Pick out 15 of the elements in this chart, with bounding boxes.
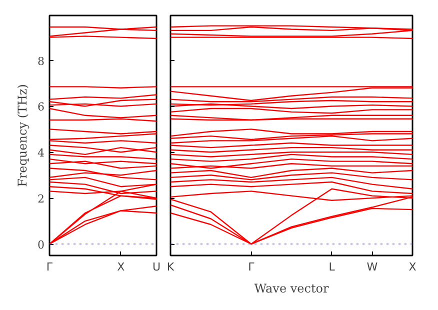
x-tick-label: Γ [46, 260, 54, 274]
x-tick-label: W [366, 260, 378, 274]
x-tick-label: Γ [248, 260, 256, 274]
x-tick-label: X [117, 260, 126, 274]
x-tick-label: X [408, 260, 417, 274]
x-axis-title: Wave vector [254, 282, 330, 296]
x-tick-label: L [328, 260, 336, 274]
y-tick-label: 6 [38, 100, 44, 114]
y-tick-label: 2 [38, 192, 44, 206]
y-tick-label: 4 [38, 146, 44, 160]
x-tick-label: U [152, 260, 161, 274]
x-tick-label: K [166, 260, 175, 274]
y-tick-label: 8 [38, 54, 44, 68]
y-tick-label: 0 [38, 238, 44, 252]
y-axis-title: Frequency (THz) [16, 84, 30, 187]
